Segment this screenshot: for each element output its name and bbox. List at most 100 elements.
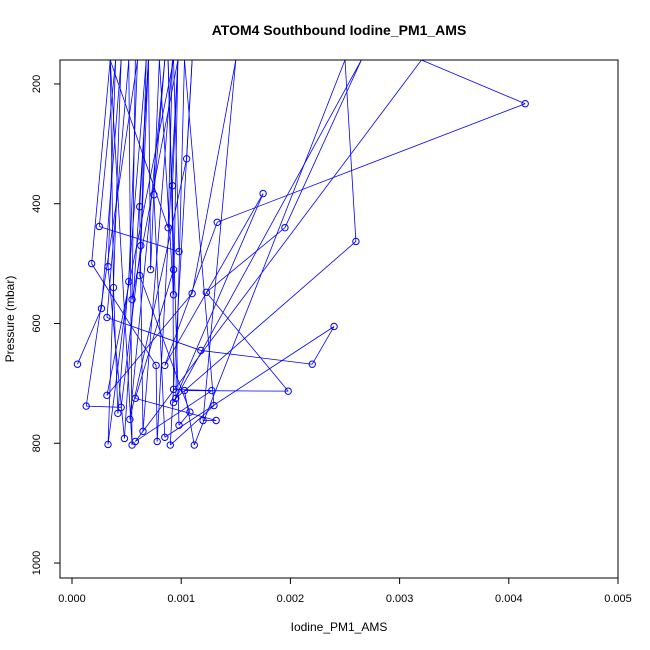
data-point — [186, 408, 194, 416]
x-tick-label: 0.002 — [277, 593, 305, 605]
y-tick-label: 600 — [31, 314, 43, 332]
data-point — [169, 265, 178, 274]
series-segment — [184, 390, 195, 446]
data-point — [103, 391, 111, 400]
series-segment — [139, 60, 149, 276]
series-segment — [173, 60, 362, 403]
data-point — [213, 218, 221, 226]
y-axis-label: Pressure (mbar) — [3, 276, 17, 363]
data-point — [259, 189, 267, 198]
x-tick-label: 0.004 — [495, 593, 523, 605]
series-segment — [206, 292, 289, 392]
series-segment — [135, 397, 217, 421]
y-tick-label: 400 — [31, 195, 43, 213]
data-point — [120, 434, 129, 443]
data-point — [175, 421, 183, 429]
data-point — [87, 259, 96, 268]
series-segment — [178, 411, 191, 426]
series-segment — [106, 293, 193, 396]
y-tick-label: 1000 — [31, 551, 43, 575]
y-tick-label: 800 — [31, 434, 43, 452]
plot-area — [73, 60, 529, 449]
data-point — [164, 223, 172, 232]
data-point — [172, 394, 180, 403]
data-point — [150, 191, 158, 199]
series-segment — [344, 60, 357, 242]
data-point — [73, 360, 82, 368]
series-segment — [106, 317, 201, 351]
series-segment — [175, 60, 185, 399]
series-segment — [155, 365, 158, 442]
data-point — [114, 409, 122, 418]
data-point — [104, 440, 112, 449]
x-tick-label: 0.001 — [167, 593, 195, 605]
data-point — [103, 313, 111, 322]
data-point — [131, 394, 140, 403]
y-axis: 200 400 600 800 1000 — [31, 75, 61, 575]
data-point — [281, 223, 289, 232]
series-segment — [107, 281, 130, 445]
data-point — [136, 203, 144, 211]
series-segment — [139, 206, 144, 432]
series-segment — [173, 193, 264, 403]
series-segment — [217, 103, 526, 223]
data-point — [95, 222, 104, 231]
data-point — [168, 182, 177, 190]
data-point — [104, 262, 112, 271]
x-axis-label: Iodine_PM1_AMS — [291, 620, 388, 634]
data-point — [308, 360, 316, 368]
series-segment — [142, 60, 173, 432]
series-segment — [129, 158, 188, 420]
series-segment — [156, 60, 179, 442]
data-point — [169, 398, 178, 407]
series-segment — [206, 227, 286, 293]
series-segment — [164, 193, 264, 366]
data-point — [199, 416, 207, 425]
data-point — [180, 386, 189, 395]
series-segment — [128, 60, 133, 446]
data-point — [161, 361, 169, 370]
data-point — [153, 437, 161, 446]
series-segment — [77, 308, 102, 365]
data-point — [202, 288, 211, 297]
series-segment — [109, 60, 169, 228]
data-point — [284, 387, 292, 395]
series-segment — [98, 60, 117, 227]
data-point — [161, 433, 169, 441]
y-tick-label: 200 — [31, 75, 43, 93]
series-segment — [129, 60, 166, 420]
series-segment — [284, 60, 362, 228]
series-segment — [193, 60, 346, 446]
series-segment — [153, 194, 166, 438]
x-tick-label: 0.003 — [386, 593, 414, 605]
series-segment — [421, 60, 526, 105]
series-segment — [164, 326, 335, 438]
data-point — [190, 441, 199, 449]
data-point — [125, 277, 133, 286]
series-segment — [91, 263, 157, 366]
series-segment — [150, 60, 160, 270]
series-segment — [99, 226, 180, 253]
series-segment — [135, 60, 422, 442]
data-point — [208, 386, 216, 395]
data-point — [169, 291, 178, 299]
series-segment — [91, 60, 111, 264]
data-point — [128, 295, 136, 304]
series-segment — [170, 405, 215, 446]
data-point — [139, 427, 147, 435]
data-point — [210, 401, 218, 410]
series-segment — [202, 60, 237, 421]
series-segment — [169, 60, 193, 446]
data-point — [182, 155, 191, 163]
chart-title: ATOM4 Southbound Iodine_PM1_AMS — [212, 22, 467, 38]
data-point — [131, 437, 140, 446]
series-segment — [148, 60, 152, 270]
data-point — [175, 247, 183, 256]
data-point — [137, 241, 145, 250]
series-segment — [191, 60, 237, 294]
data-point — [126, 415, 134, 424]
data-point — [169, 385, 178, 394]
series-segment — [158, 60, 174, 295]
data-point — [82, 402, 90, 410]
